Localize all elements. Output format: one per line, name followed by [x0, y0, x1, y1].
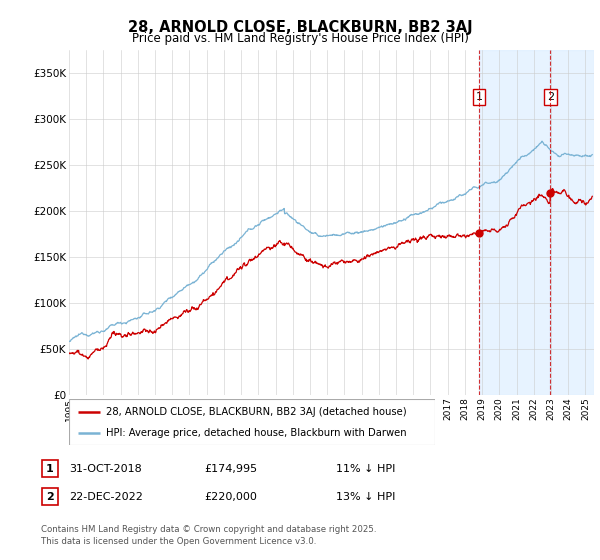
Bar [479, 50, 550, 395]
Text: £220,000: £220,000 [204, 492, 257, 502]
Text: 2: 2 [46, 492, 53, 502]
Text: 13% ↓ HPI: 13% ↓ HPI [336, 492, 395, 502]
Text: £174,995: £174,995 [204, 464, 257, 474]
Text: 31-OCT-2018: 31-OCT-2018 [69, 464, 142, 474]
Text: 28, ARNOLD CLOSE, BLACKBURN, BB2 3AJ: 28, ARNOLD CLOSE, BLACKBURN, BB2 3AJ [128, 20, 472, 35]
Text: 2: 2 [547, 92, 554, 102]
Text: 1: 1 [46, 464, 53, 474]
Text: 11% ↓ HPI: 11% ↓ HPI [336, 464, 395, 474]
Text: Price paid vs. HM Land Registry's House Price Index (HPI): Price paid vs. HM Land Registry's House … [131, 32, 469, 45]
Text: Contains HM Land Registry data © Crown copyright and database right 2025.
This d: Contains HM Land Registry data © Crown c… [41, 525, 376, 546]
Text: 28, ARNOLD CLOSE, BLACKBURN, BB2 3AJ (detached house): 28, ARNOLD CLOSE, BLACKBURN, BB2 3AJ (de… [106, 407, 406, 417]
Text: HPI: Average price, detached house, Blackburn with Darwen: HPI: Average price, detached house, Blac… [106, 428, 406, 438]
Text: 1: 1 [476, 92, 482, 102]
Text: 22-DEC-2022: 22-DEC-2022 [69, 492, 143, 502]
Bar [550, 50, 594, 395]
